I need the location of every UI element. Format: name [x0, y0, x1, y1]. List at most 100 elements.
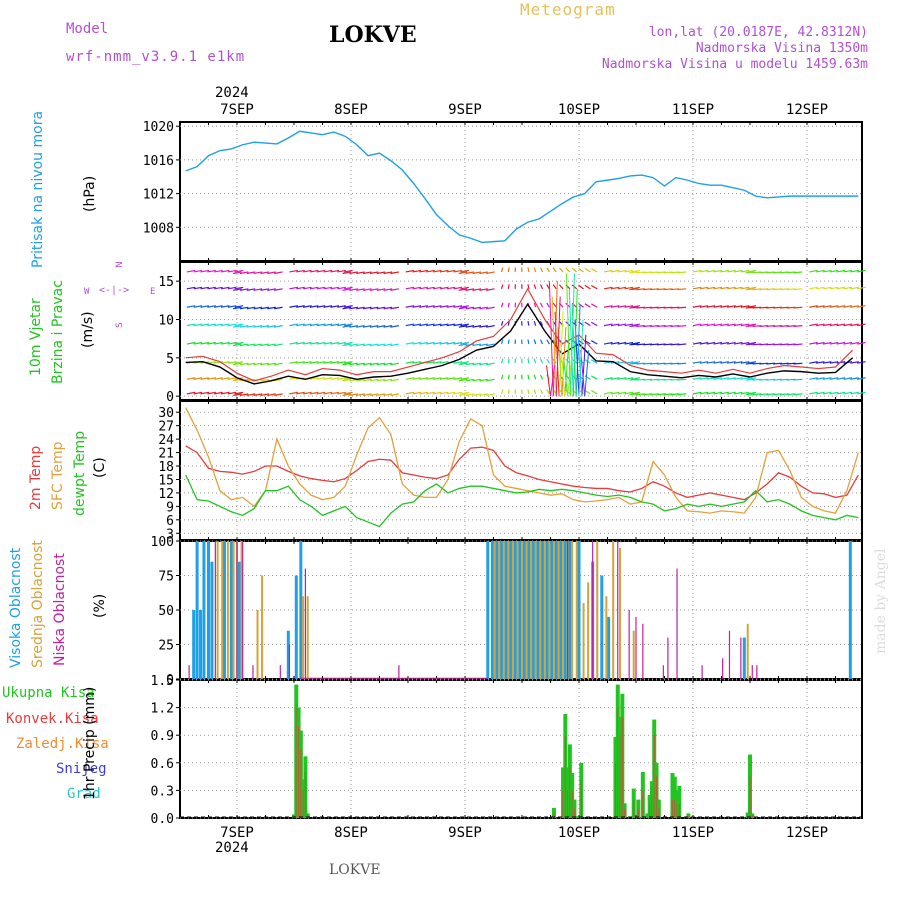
high-cloud-bar [563, 541, 567, 679]
wind-arrow [479, 393, 488, 396]
wind-arrow [779, 378, 789, 381]
wind-arrow [344, 269, 353, 273]
wind-arrow [677, 271, 687, 274]
wind-arrow [527, 358, 530, 364]
wind-arrow [590, 303, 598, 308]
compass-w: W [84, 287, 90, 297]
wind-arrow [713, 341, 723, 345]
wind-arrow [610, 341, 620, 345]
wind-arrow [239, 362, 249, 366]
wind-arrow [439, 305, 449, 308]
high-cloud-bar [222, 541, 226, 679]
wind-arrow [779, 271, 789, 274]
wind-arrow [465, 271, 475, 275]
wind-arrow [369, 271, 379, 275]
wind-arrow [793, 343, 803, 346]
wind-arrow [850, 341, 859, 345]
wind-arrow [663, 271, 673, 274]
wind-arrow [766, 306, 776, 309]
wind-arrow [692, 305, 702, 308]
wind-arrow [260, 306, 270, 310]
wind-arrow [720, 377, 729, 380]
temp-ytick-label: 21 [158, 447, 174, 462]
wind-arrow [663, 378, 673, 381]
wind-arrow [706, 286, 716, 290]
wind-arrow [745, 271, 755, 274]
wind-arrow [303, 341, 312, 345]
mid-cloud-bar [521, 541, 523, 679]
wind-arrow [670, 288, 680, 291]
wind-arrow [552, 302, 557, 308]
wind-arrow [829, 323, 839, 327]
wind-arrow [740, 286, 750, 290]
wind-arrow [186, 391, 196, 395]
precip-conv-bar [678, 804, 680, 818]
lonlat-label: lon,lat (20.0187E, 42.8312N) [648, 25, 868, 40]
wind-arrow [419, 341, 428, 345]
wind-arrow [759, 325, 769, 328]
wind-arrow [740, 361, 750, 364]
wind-arrow [472, 325, 482, 328]
wind-arrow [356, 271, 365, 275]
mid-cloud-bar [612, 541, 615, 679]
wind-ray [581, 334, 587, 397]
wind-arrow [193, 323, 203, 327]
wind-arrow [699, 323, 709, 327]
wind-arrow [234, 361, 244, 364]
wind-arrow [383, 271, 393, 275]
wind-arrow [453, 269, 463, 273]
wind-arrow [246, 271, 256, 275]
wind-arrow [309, 391, 319, 395]
wind-arrow [227, 269, 237, 273]
wind-arrow [439, 391, 449, 395]
wind-arrow [342, 343, 352, 347]
wind-arrow [533, 321, 537, 326]
wind-arrow [692, 269, 702, 273]
wind-arrow [779, 288, 789, 291]
wind-arrow [809, 323, 818, 327]
wind-arrow [362, 378, 372, 382]
high-cloud-bar [527, 541, 531, 679]
wind-arrow [316, 269, 326, 273]
mid-cloud-bar [557, 541, 560, 679]
precip-conv-bar [633, 799, 635, 818]
wind-arrow [766, 271, 776, 274]
mid-cloud-bar [507, 541, 510, 679]
wind-arrow [207, 341, 216, 345]
high-cloud-bar [509, 541, 513, 679]
wind-arrow [747, 323, 757, 327]
precip-conv-bar [564, 735, 566, 818]
wind-arrow [426, 286, 435, 290]
wind-arrow [193, 305, 203, 308]
precip-ytick-label: 0.6 [151, 757, 174, 772]
wind-arrow [699, 391, 709, 395]
wind-arrow [412, 305, 422, 308]
wind-arrow [426, 391, 435, 395]
low-cloud-bar [236, 541, 238, 679]
wind-arrow [405, 323, 415, 327]
precip-ytick-label: 0.3 [151, 784, 174, 799]
low-cloud-bar [642, 623, 644, 679]
wind-arrow [246, 343, 256, 347]
wind-arrow [636, 306, 646, 309]
model-name: wrf-nmm_v3.9.1 e1km [66, 49, 246, 65]
wind-arrow [809, 391, 818, 395]
wind-arrow [349, 343, 358, 347]
wind-arrow [850, 377, 859, 380]
wind-arrow [692, 286, 702, 290]
wind-arrow [200, 391, 210, 395]
cloud-ytick-label: 100 [151, 535, 174, 550]
wind-arrow [507, 374, 510, 380]
altitude-label: Nadmorska Visina 1350m [695, 41, 868, 56]
wind-arrow [829, 286, 839, 290]
precip-ytick-label: 1.5 [151, 674, 174, 689]
wind-arrow [793, 378, 803, 381]
wind-arrow [766, 393, 776, 396]
wind-ytick-label: 5 [166, 352, 174, 367]
wind-arrow [670, 378, 680, 381]
wind-arrow [453, 323, 463, 327]
low-cloud-bar [304, 568, 306, 679]
wind-arrow [309, 377, 319, 380]
wind-arrow [850, 361, 859, 364]
